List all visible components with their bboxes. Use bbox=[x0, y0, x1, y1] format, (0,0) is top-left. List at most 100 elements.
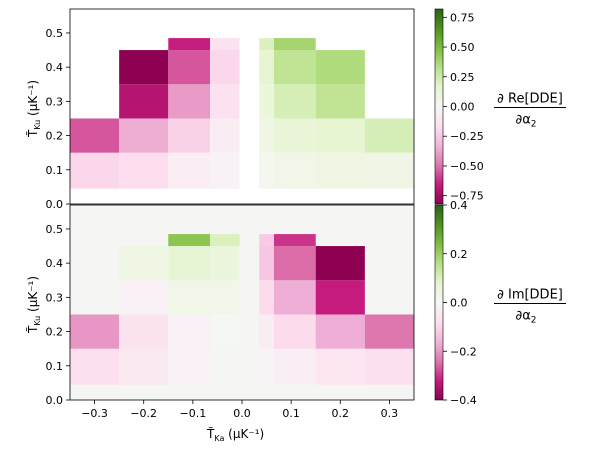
heatmap-cell-0-12 bbox=[259, 118, 274, 153]
heatmap-cell-0-4 bbox=[259, 152, 274, 189]
heatmap-cell-0-28 bbox=[168, 38, 211, 51]
heatmap-cell-1-23 bbox=[210, 246, 240, 281]
heatmap-cell-1-5 bbox=[315, 348, 365, 385]
colorbar-tick-label: −0.25 bbox=[450, 130, 484, 143]
heatmap-cell-1-11 bbox=[259, 314, 274, 349]
heatmap-cell-0-22 bbox=[119, 50, 169, 85]
heatmap-cell-1-4 bbox=[273, 348, 316, 385]
colorbar-label-denominator: ∂α2 bbox=[515, 113, 536, 130]
heatmap-cell-1-30 bbox=[273, 234, 316, 247]
colorbar-tick-label: 0.25 bbox=[450, 71, 475, 84]
heatmap-cell-1-18 bbox=[259, 280, 274, 315]
heatmap-cell-0-2 bbox=[168, 152, 211, 189]
heatmap-cell-0-11 bbox=[210, 118, 240, 153]
colorbar-tick-label: 0.0 bbox=[450, 297, 468, 310]
y-axis-label: T̃Ku (µK⁻¹) bbox=[26, 276, 42, 334]
heatmap-cell-1-12 bbox=[273, 314, 316, 349]
colorbar-tick-label: −0.75 bbox=[450, 190, 484, 203]
colorbar-tick-label: 0.50 bbox=[450, 41, 475, 54]
heatmap-cell-1-13 bbox=[315, 314, 365, 349]
colorbar bbox=[434, 204, 444, 401]
heatmap-cell-0-7 bbox=[364, 152, 414, 189]
y-tick-label: 0.3 bbox=[46, 291, 64, 304]
x-axis-label: T̃Ka (µK⁻¹) bbox=[206, 427, 264, 443]
heatmap-cell-0-15 bbox=[364, 118, 414, 153]
heatmap-cell-0-8 bbox=[70, 118, 120, 153]
heatmap-cell-0-26 bbox=[273, 50, 316, 85]
heatmap-cell-0-31 bbox=[273, 38, 316, 51]
heatmap-cell-1-0 bbox=[70, 348, 120, 385]
colorbar-tick-label: 0.00 bbox=[450, 101, 475, 114]
x-tick-label: 0.1 bbox=[282, 407, 300, 420]
heatmap-cell-1-25 bbox=[273, 246, 316, 281]
colorbar-tick-label: −0.50 bbox=[450, 160, 484, 173]
heatmap-cell-1-19 bbox=[273, 280, 316, 315]
heatmap-cell-1-7 bbox=[70, 314, 120, 349]
heatmap-cell-0-27 bbox=[315, 50, 365, 85]
heatmap-cell-1-21 bbox=[119, 246, 169, 281]
y-tick-label: 0.1 bbox=[46, 360, 64, 373]
heatmap-cell-1-9 bbox=[168, 314, 211, 349]
colorbar-tick-label: −0.4 bbox=[450, 394, 477, 407]
heatmap-cell-1-1 bbox=[119, 348, 169, 385]
colorbar-tick-label: −0.2 bbox=[450, 345, 477, 358]
y-tick-label: 0.5 bbox=[46, 27, 64, 40]
heatmap-cell-1-27 bbox=[168, 234, 211, 247]
heatmap-cell-0-20 bbox=[273, 84, 316, 119]
heatmap-cell-1-2 bbox=[168, 348, 211, 385]
colorbar-label-denominator: ∂α2 bbox=[515, 309, 536, 326]
heatmap-cell-0-10 bbox=[168, 118, 211, 153]
colorbar-tick-label: 0.2 bbox=[450, 248, 468, 261]
y-tick-label: 0.1 bbox=[46, 164, 64, 177]
bottom-heatmap-panel: 0.0 0.1 0.2 0.3 0.4 0.5 −0.3 −0.2 −0.1 0.0 0.1 0.2 0… bbox=[26, 199, 566, 443]
heatmap-cell-0-14 bbox=[315, 118, 365, 153]
top-heatmap-panel: 0.0 0.1 0.2 0.3 0.4 0.5 T̃Ku (µK⁻¹) −0.75 −0.50 −… bbox=[26, 8, 566, 211]
heatmap-cell-1-17 bbox=[210, 280, 240, 315]
heatmap-cell-0-25 bbox=[259, 50, 274, 85]
heatmap-cell-0-18 bbox=[210, 84, 240, 119]
heatmap-cell-0-21 bbox=[315, 84, 365, 119]
heatmap-cell-0-13 bbox=[273, 118, 316, 153]
heatmap-cell-0-0 bbox=[70, 152, 120, 189]
heatmap-cell-0-5 bbox=[273, 152, 316, 189]
plot-frame bbox=[69, 8, 415, 205]
heatmap-cell-0-29 bbox=[210, 38, 240, 51]
x-tick-label: −0.3 bbox=[81, 407, 108, 420]
x-tick-label: 0.2 bbox=[332, 407, 350, 420]
heatmap-cell-1-24 bbox=[259, 246, 274, 281]
heatmap-cell-0-9 bbox=[119, 118, 169, 153]
heatmap-cell-1-22 bbox=[168, 246, 211, 281]
y-tick-label: 0.2 bbox=[46, 326, 64, 339]
heatmap-cell-0-1 bbox=[119, 152, 169, 189]
x-tick-label: −0.1 bbox=[179, 407, 206, 420]
y-tick-label: 0.0 bbox=[46, 394, 64, 407]
colorbar-label-numerator: ∂ Im[DDE] bbox=[497, 288, 563, 303]
heatmap-cell-1-29 bbox=[259, 234, 274, 247]
y-tick-label: 0.4 bbox=[46, 61, 64, 74]
y-axis-label: T̃Ku (µK⁻¹) bbox=[26, 80, 42, 138]
heatmap-cell-1-28 bbox=[210, 234, 240, 247]
y-tick-label: 0.2 bbox=[46, 130, 64, 143]
y-tick-label: 0.4 bbox=[46, 257, 64, 270]
heatmap-cell-1-10 bbox=[210, 314, 240, 349]
colorbar-tick-label: 0.4 bbox=[450, 199, 468, 212]
heatmap-cell-1-8 bbox=[119, 314, 169, 349]
heatmap-cell-0-24 bbox=[210, 50, 240, 85]
x-tick-label: 0.0 bbox=[233, 407, 251, 420]
heatmap-cell-1-15 bbox=[119, 280, 169, 315]
heatmap-cell-0-6 bbox=[315, 152, 365, 189]
heatmap-cell-0-19 bbox=[259, 84, 274, 119]
heatmap-cell-0-23 bbox=[168, 50, 211, 85]
heatmap-cell-0-30 bbox=[259, 38, 274, 51]
heatmap-cell-1-6 bbox=[364, 348, 414, 385]
x-tick-label: −0.2 bbox=[130, 407, 157, 420]
heatmap-cell-1-16 bbox=[168, 280, 211, 315]
colorbar-tick-label: 0.75 bbox=[450, 11, 475, 24]
x-tick-label: 0.3 bbox=[381, 407, 399, 420]
heatmap-cell-1-14 bbox=[364, 314, 414, 349]
heatmap-cell-1-20 bbox=[315, 280, 365, 315]
heatmap-cell-0-3 bbox=[210, 152, 240, 189]
colorbar-label-numerator: ∂ Re[DDE] bbox=[497, 92, 563, 107]
y-tick-label: 0.3 bbox=[46, 95, 64, 108]
